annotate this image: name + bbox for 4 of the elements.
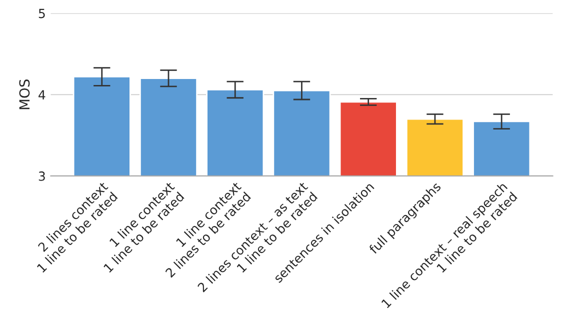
y-axis-title: MOS	[19, 80, 30, 110]
y-tick-label: 3	[38, 171, 45, 181]
y-tick-label: 5	[38, 8, 45, 18]
y-tick-label: 4	[38, 90, 46, 100]
